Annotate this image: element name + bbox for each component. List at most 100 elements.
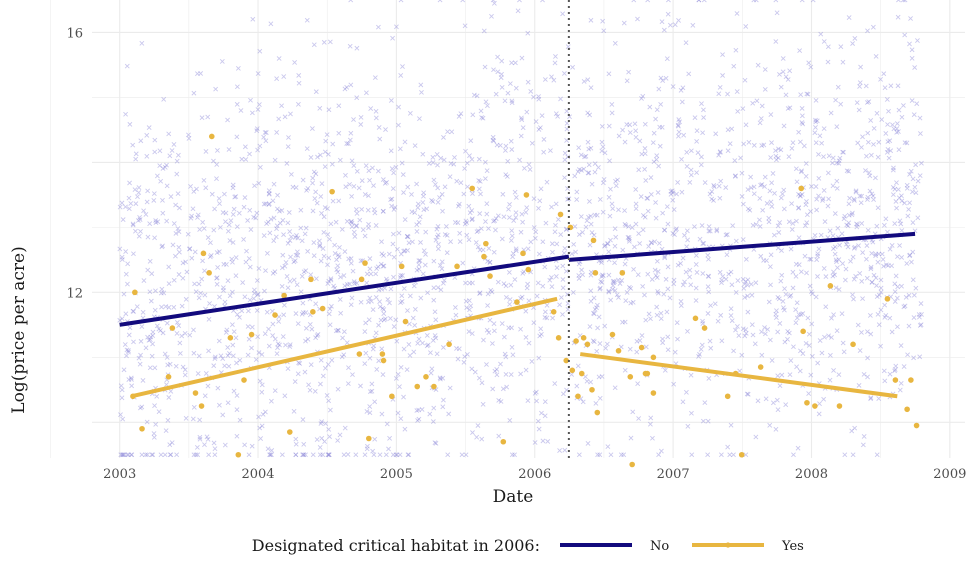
no-point bbox=[591, 310, 596, 316]
no-point bbox=[746, 139, 752, 145]
no-point bbox=[508, 237, 514, 243]
no-point bbox=[552, 60, 558, 66]
no-point bbox=[606, 123, 612, 129]
no-point bbox=[773, 426, 779, 432]
no-point bbox=[752, 341, 758, 347]
no-point bbox=[532, 390, 538, 396]
no-point bbox=[139, 404, 145, 410]
no-point bbox=[303, 338, 308, 344]
no-point bbox=[563, 227, 569, 233]
no-point bbox=[780, 56, 786, 61]
no-point bbox=[571, 241, 577, 247]
legend-label-yes: Yes bbox=[781, 539, 804, 554]
legend-key-yes-point bbox=[725, 542, 731, 548]
no-point bbox=[748, 185, 754, 191]
no-point bbox=[306, 382, 312, 388]
no-point bbox=[675, 336, 680, 342]
no-point bbox=[740, 106, 746, 112]
no-point bbox=[366, 299, 371, 305]
no-point bbox=[329, 357, 335, 363]
no-point bbox=[741, 285, 747, 291]
no-point bbox=[539, 410, 544, 416]
no-point bbox=[292, 379, 298, 385]
no-point bbox=[697, 236, 703, 242]
no-point bbox=[467, 307, 472, 313]
no-point bbox=[610, 286, 615, 292]
no-point bbox=[261, 233, 267, 239]
no-point bbox=[156, 409, 162, 415]
no-point bbox=[793, 273, 799, 279]
no-point bbox=[400, 172, 406, 178]
no-point bbox=[623, 223, 629, 228]
no-point bbox=[654, 153, 660, 159]
no-point bbox=[387, 300, 392, 306]
no-point bbox=[688, 167, 694, 173]
no-point bbox=[339, 354, 345, 360]
no-point bbox=[180, 275, 186, 281]
no-point bbox=[380, 208, 386, 214]
no-point bbox=[274, 76, 280, 82]
no-point bbox=[421, 193, 426, 199]
no-point bbox=[519, 294, 525, 300]
no-point bbox=[246, 256, 252, 261]
no-point bbox=[601, 28, 607, 34]
no-point bbox=[214, 281, 220, 287]
no-point bbox=[300, 310, 306, 316]
no-point bbox=[195, 215, 200, 220]
no-point bbox=[342, 425, 348, 431]
no-point bbox=[170, 242, 176, 248]
no-point bbox=[740, 326, 746, 332]
no-point bbox=[246, 452, 252, 458]
no-point bbox=[127, 325, 133, 331]
no-point bbox=[762, 67, 768, 72]
no-point bbox=[583, 374, 588, 380]
no-point bbox=[840, 149, 846, 155]
no-point bbox=[532, 235, 538, 241]
no-point bbox=[164, 183, 170, 189]
no-point bbox=[212, 206, 218, 212]
yes-point bbox=[132, 289, 138, 296]
no-point bbox=[467, 280, 473, 286]
no-point bbox=[412, 306, 418, 312]
no-point bbox=[415, 340, 421, 346]
no-point bbox=[163, 428, 169, 434]
no-point bbox=[277, 208, 282, 214]
no-point bbox=[859, 193, 865, 199]
no-point bbox=[159, 286, 165, 292]
no-point bbox=[782, 286, 787, 292]
no-point bbox=[138, 352, 143, 358]
no-point bbox=[885, 147, 891, 152]
no-point bbox=[540, 438, 546, 444]
no-point bbox=[525, 30, 531, 36]
no-point bbox=[300, 177, 306, 183]
no-point bbox=[883, 216, 889, 222]
no-point bbox=[800, 351, 806, 356]
no-point bbox=[698, 162, 704, 168]
no-point bbox=[375, 24, 381, 30]
no-point bbox=[174, 331, 180, 336]
no-point bbox=[632, 121, 638, 127]
no-point bbox=[399, 160, 405, 166]
no-point bbox=[533, 229, 539, 235]
no-point bbox=[699, 101, 704, 107]
no-point bbox=[718, 452, 724, 458]
no-point bbox=[332, 251, 338, 256]
no-point bbox=[294, 282, 300, 288]
no-point bbox=[714, 227, 720, 233]
no-point bbox=[565, 301, 571, 306]
no-point bbox=[347, 43, 353, 49]
no-point bbox=[753, 0, 759, 3]
no-point bbox=[421, 248, 427, 254]
no-point bbox=[591, 339, 597, 345]
no-point bbox=[729, 318, 735, 324]
no-point bbox=[757, 195, 763, 201]
no-point bbox=[367, 295, 373, 301]
no-point bbox=[177, 340, 183, 346]
yes-point bbox=[356, 351, 363, 357]
no-point bbox=[774, 397, 780, 403]
no-point bbox=[479, 115, 485, 120]
no-point bbox=[758, 253, 764, 259]
no-point bbox=[817, 401, 822, 407]
no-point bbox=[381, 307, 387, 313]
no-point bbox=[455, 220, 461, 226]
